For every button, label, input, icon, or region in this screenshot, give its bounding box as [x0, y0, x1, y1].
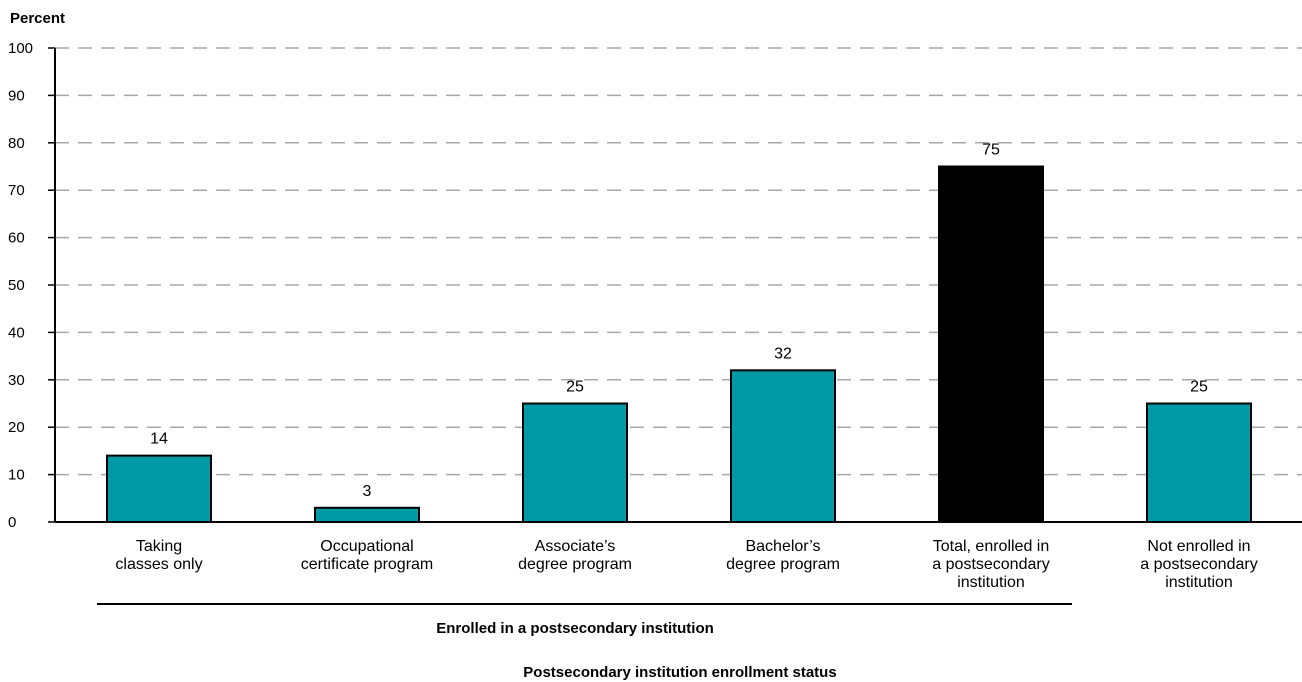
bar-value-label: 25	[1190, 379, 1208, 396]
x-axis-title: Postsecondary institution enrollment sta…	[523, 664, 836, 681]
category-labels: Taking classes only Occupational certificat…	[115, 538, 1257, 591]
bar-value-label: 14	[150, 431, 168, 448]
bar-value-label: 32	[774, 345, 792, 362]
y-tick-label: 50	[8, 277, 25, 294]
category-label: Total, enrolled in a postsecondary institu…	[932, 538, 1049, 591]
bar	[106, 454, 212, 524]
category-label-line: Total, enrolled in	[933, 538, 1050, 555]
category-label-line: degree program	[518, 556, 632, 573]
bar	[522, 402, 628, 523]
category-label-line: Bachelor’s	[745, 538, 820, 555]
category-label: Not enrolled in a postsecondary institutio…	[1140, 538, 1257, 591]
y-axis-title: Percent	[10, 10, 65, 27]
y-tick-label: 20	[8, 419, 25, 436]
bar	[314, 506, 420, 523]
y-tick-label: 0	[8, 514, 16, 531]
y-tick-label: 100	[8, 40, 33, 57]
category-label-line: classes only	[115, 556, 202, 573]
bar	[730, 369, 836, 523]
category-label: Bachelor’s degree program	[726, 538, 840, 573]
category-label-line: institution	[1165, 574, 1233, 591]
bars: 14 3 25 32 75 25	[106, 142, 1252, 524]
y-tick-label: 70	[8, 182, 25, 199]
bar	[1146, 402, 1252, 523]
category-label-line: institution	[957, 574, 1025, 591]
category-label-line: degree program	[726, 556, 840, 573]
y-tick-label: 80	[8, 135, 25, 152]
y-axis-ticks: 0 10 20 30 40 50 60 70 80 90 100	[8, 40, 55, 531]
y-tick-label: 30	[8, 372, 25, 389]
category-label-line: certificate program	[301, 556, 434, 573]
group-label: Enrolled in a postsecondary institution	[436, 620, 714, 637]
category-label: Occupational certificate program	[301, 538, 434, 573]
y-tick-label: 90	[8, 87, 25, 104]
category-label-line: a postsecondary	[932, 556, 1049, 573]
bar-value-label: 25	[566, 379, 584, 396]
category-label: Taking classes only	[115, 538, 202, 573]
bar	[938, 165, 1044, 523]
y-tick-label: 60	[8, 230, 25, 247]
category-label: Associate’s degree program	[518, 538, 632, 573]
y-tick-label: 10	[8, 467, 25, 484]
bar-value-label: 3	[363, 483, 372, 500]
category-label-line: Not enrolled in	[1147, 538, 1250, 555]
y-tick-label: 40	[8, 324, 25, 341]
category-label-line: Associate’s	[535, 538, 616, 555]
category-label-line: Occupational	[320, 538, 413, 555]
gridlines	[55, 47, 1302, 476]
bar-value-label: 75	[982, 142, 1000, 159]
category-label-line: a postsecondary	[1140, 556, 1257, 573]
category-label-line: Taking	[136, 538, 182, 555]
